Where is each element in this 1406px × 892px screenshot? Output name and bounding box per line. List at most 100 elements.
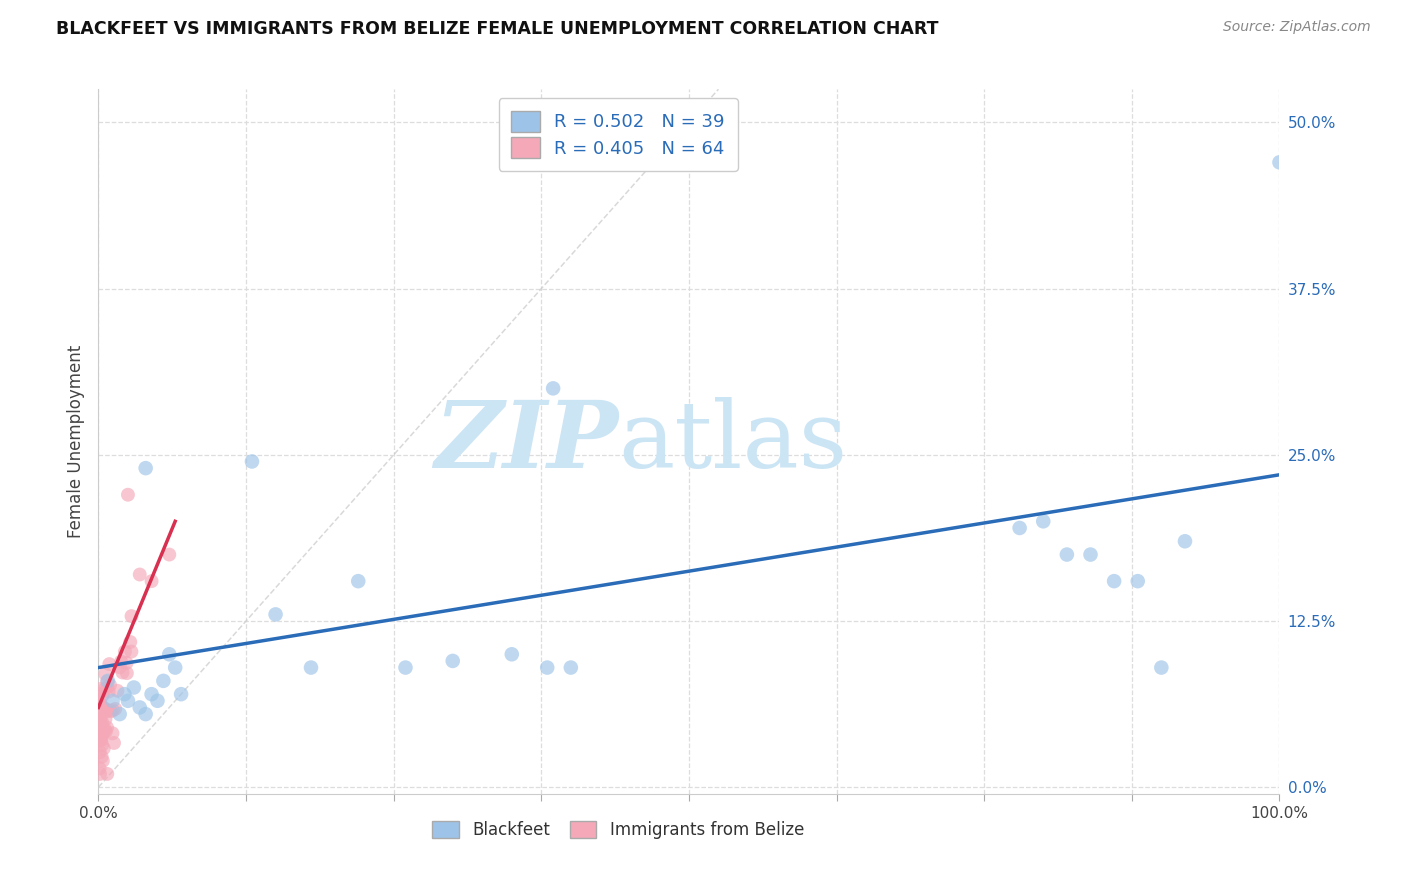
Point [89,687,111,701]
Point [98,657,121,672]
Point [1008,521,1031,535]
Point [91,738,114,752]
Point [1268,155,1291,169]
Y-axis label: Female Unemployment: Female Unemployment [66,345,84,538]
Point [101,703,124,717]
Point [89,714,111,728]
Point [128,700,150,714]
Point [93,701,115,715]
Point [93,725,115,739]
Point [299,660,322,674]
Point [90,749,112,764]
Point [117,694,139,708]
Point [89,699,111,714]
Point [100,704,122,718]
Point [135,461,157,475]
Text: atlas: atlas [619,397,848,486]
Point [97,673,120,688]
Point [101,694,124,708]
Point [120,635,142,649]
Point [98,678,121,692]
Point [89,696,111,710]
Point [91,714,114,729]
Point [157,647,180,661]
Point [1126,574,1149,589]
Point [501,647,523,661]
Point [240,454,263,468]
Point [89,732,111,747]
Point [117,488,139,502]
Point [96,721,118,735]
Point [157,548,180,562]
Point [120,644,142,658]
Point [96,704,118,718]
Point [1150,660,1173,674]
Point [94,724,117,739]
Point [108,707,131,722]
Point [90,720,112,734]
Point [560,660,582,674]
Point [141,687,163,701]
Point [93,741,115,756]
Point [165,660,187,674]
Point [1080,548,1102,562]
Point [347,574,370,589]
Point [89,712,111,726]
Point [107,683,129,698]
Point [96,703,118,717]
Point [89,715,111,730]
Point [97,684,120,698]
Point [91,688,114,702]
Point [96,674,118,689]
Point [94,667,117,681]
Point [89,722,111,736]
Point [541,381,564,395]
Point [115,666,138,681]
Point [101,726,124,740]
Point [141,574,163,589]
Point [96,680,118,694]
Point [1032,514,1054,528]
Point [135,707,157,722]
Point [108,660,131,674]
Point [441,654,464,668]
Point [103,736,125,750]
Point [115,656,138,670]
Point [128,567,150,582]
Point [122,681,145,695]
Point [89,745,111,759]
Point [1102,574,1125,589]
Text: BLACKFEET VS IMMIGRANTS FROM BELIZE FEMALE UNEMPLOYMENT CORRELATION CHART: BLACKFEET VS IMMIGRANTS FROM BELIZE FEMA… [56,20,939,37]
Point [90,733,112,747]
Point [1056,548,1078,562]
Text: Source: ZipAtlas.com: Source: ZipAtlas.com [1223,20,1371,34]
Point [89,696,111,710]
Point [89,682,111,697]
Point [121,609,143,624]
Legend: Blackfeet, Immigrants from Belize: Blackfeet, Immigrants from Belize [425,814,811,846]
Point [152,673,174,688]
Point [90,729,112,743]
Point [170,687,193,701]
Point [536,660,558,674]
Point [111,665,134,680]
Point [94,681,117,696]
Point [89,713,111,727]
Point [89,731,111,745]
Point [89,714,111,729]
Point [104,702,127,716]
Text: ZIP: ZIP [434,397,619,486]
Point [89,732,111,747]
Point [112,687,135,701]
Point [89,700,111,714]
Point [110,655,132,669]
Point [394,660,416,674]
Point [146,694,169,708]
Point [94,723,117,737]
Point [90,730,112,744]
Point [114,644,136,658]
Point [90,723,112,738]
Point [94,712,117,726]
Point [89,761,111,775]
Point [96,767,118,781]
